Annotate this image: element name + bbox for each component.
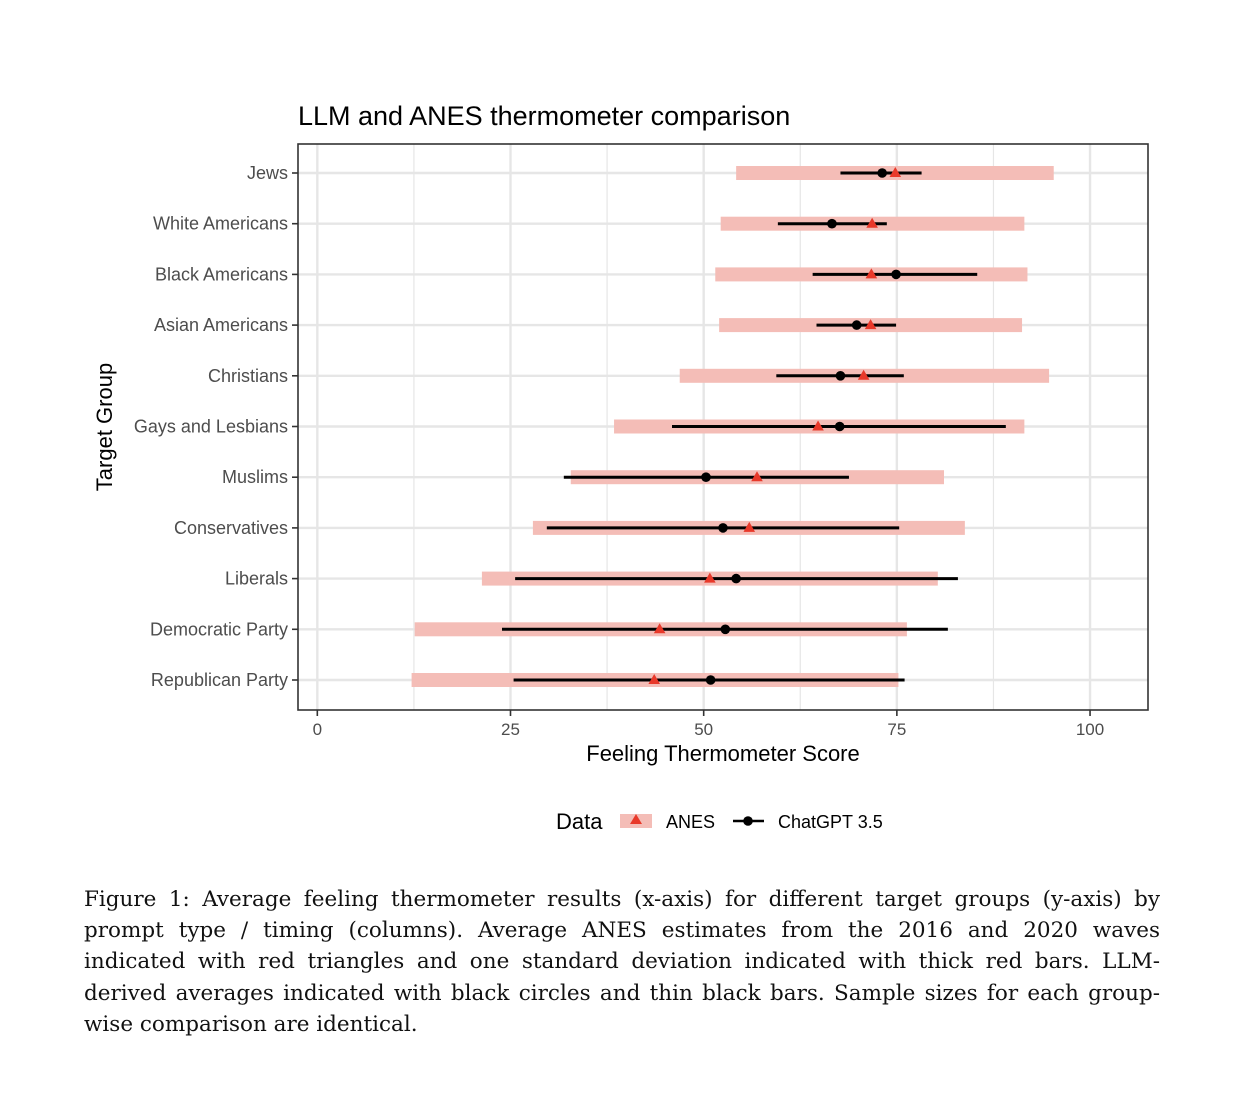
x-tick-label: 25 (501, 720, 520, 739)
y-tick-label: Black Americans (155, 264, 288, 284)
chatgpt-point (835, 371, 846, 381)
y-tick-label: White Americans (153, 214, 288, 234)
chatgpt-point (891, 269, 901, 280)
x-tick-label: 75 (887, 720, 906, 739)
anes-point (866, 217, 878, 228)
x-axis-label: Feeling Thermometer Score (586, 741, 860, 766)
chatgpt-point (701, 472, 711, 483)
chatgpt-point (877, 168, 887, 178)
x-tick-label: 100 (1076, 720, 1104, 739)
legend-label-anes: ANES (666, 812, 715, 832)
y-tick-label: Conservatives (174, 518, 288, 538)
figure-caption: Figure 1: Average feeling thermometer re… (84, 887, 1160, 1037)
x-tick-label: 0 (313, 720, 322, 739)
y-tick-label: Muslims (222, 467, 288, 487)
anes-point (743, 521, 756, 532)
legend-title: Data (556, 809, 603, 834)
y-axis: Jews White Americans Black Americans Asian … (134, 163, 298, 690)
chatgpt-point (834, 421, 845, 432)
chatgpt-point (705, 675, 716, 685)
anes-point (857, 369, 870, 380)
anes-point (751, 471, 763, 482)
legend-chatgpt-circle (743, 816, 753, 826)
anes-point (812, 420, 824, 431)
y-tick-label: Democratic Party (150, 619, 288, 639)
chatgpt-point (731, 573, 741, 584)
anes-point (648, 674, 661, 684)
legend-key-chatgpt (733, 816, 764, 826)
anes-point (704, 572, 716, 583)
chatgpt-point (851, 320, 862, 330)
chart: LLM and ANES thermometer comparison Jews… (92, 101, 1149, 834)
legend-key-anes (620, 814, 652, 828)
y-tick-label: Jews (247, 163, 288, 183)
anes-point (865, 268, 878, 279)
y-axis-label: Target Group (92, 363, 117, 491)
x-axis: 0 25 50 75 100 (313, 710, 1104, 739)
legend-anes-triangle (630, 814, 642, 824)
chatgpt-point (720, 624, 731, 635)
anes-point (864, 319, 877, 330)
chart-title: LLM and ANES thermometer comparison (298, 101, 790, 131)
y-tick-label: Christians (208, 366, 288, 386)
y-tick-label: Gays and Lesbians (134, 417, 288, 437)
anes-point (653, 623, 666, 634)
y-tick-label: Republican Party (151, 670, 288, 690)
legend-label-chatgpt: ChatGPT 3.5 (778, 812, 883, 832)
y-tick-label: Liberals (225, 569, 288, 589)
chatgpt-point (827, 218, 837, 229)
anes-point (889, 167, 902, 177)
data-layer (411, 166, 1054, 687)
x-tick-label: 50 (694, 720, 713, 739)
legend: Data ANES ChatGPT 3.5 (556, 809, 883, 834)
y-tick-label: Asian Americans (154, 315, 288, 335)
chatgpt-point (718, 523, 728, 533)
